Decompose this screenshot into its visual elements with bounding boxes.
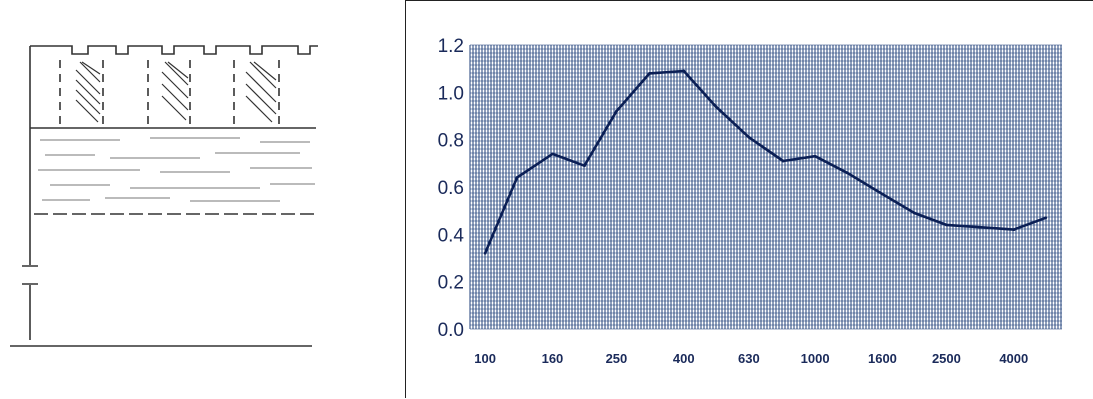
- x-tick-label: 400: [673, 351, 695, 366]
- absorption-chart: 0.0 0.2 0.4 0.6 0.8 1.0 1.2 100 160 250 400 630 1000…: [438, 36, 1062, 366]
- data-point: [781, 159, 785, 163]
- x-tick-label: 160: [542, 351, 564, 366]
- data-point: [682, 69, 686, 73]
- data-point: [813, 154, 817, 158]
- x-tick-label: 630: [738, 351, 760, 366]
- y-tick-label: 0.2: [438, 273, 464, 294]
- data-point: [913, 211, 916, 215]
- sketch-hatch-blocks: [75, 61, 277, 123]
- x-tick-label: 250: [606, 351, 628, 366]
- y-tick-label: 0.4: [438, 225, 465, 246]
- y-tick-label: 1.0: [438, 83, 464, 104]
- data-point: [714, 105, 718, 108]
- x-tick-label: 1000: [801, 351, 830, 366]
- x-tick-label: 2500: [932, 351, 961, 366]
- data-point: [1012, 228, 1016, 232]
- data-point: [978, 225, 981, 229]
- y-tick-label: 1.2: [438, 36, 464, 57]
- sketch-top-profile: [30, 45, 318, 55]
- data-point: [583, 164, 586, 168]
- x-tick-label: 4000: [999, 351, 1028, 366]
- chart-panel: 0.0 0.2 0.4 0.6 0.8 1.0 1.2 100 160 250 400 630 1000…: [405, 0, 1093, 398]
- data-point: [1044, 216, 1048, 220]
- data-point: [747, 135, 751, 139]
- y-tick-label: 0.6: [438, 178, 464, 199]
- data-point: [881, 192, 884, 196]
- x-tick-label: 1600: [868, 351, 897, 366]
- grid-lines: [469, 44, 1062, 330]
- x-tick-label: 100: [474, 351, 496, 366]
- y-tick-label: 0.0: [438, 320, 464, 341]
- data-point: [845, 171, 849, 175]
- panel-absorber-sketch: [10, 45, 318, 347]
- data-point: [551, 152, 554, 156]
- y-tick-label: 0.8: [438, 131, 464, 152]
- data-point: [483, 251, 487, 255]
- sketch-ground-post: [22, 215, 38, 340]
- plot-area: [470, 45, 1062, 329]
- data-point: [515, 176, 519, 179]
- data-point: [945, 223, 948, 227]
- sketch-dividers: [59, 60, 280, 128]
- absorption-curve: [483, 69, 1047, 254]
- data-point: [615, 109, 618, 113]
- sketch-fiber-lines: [38, 137, 315, 202]
- data-point: [648, 72, 651, 75]
